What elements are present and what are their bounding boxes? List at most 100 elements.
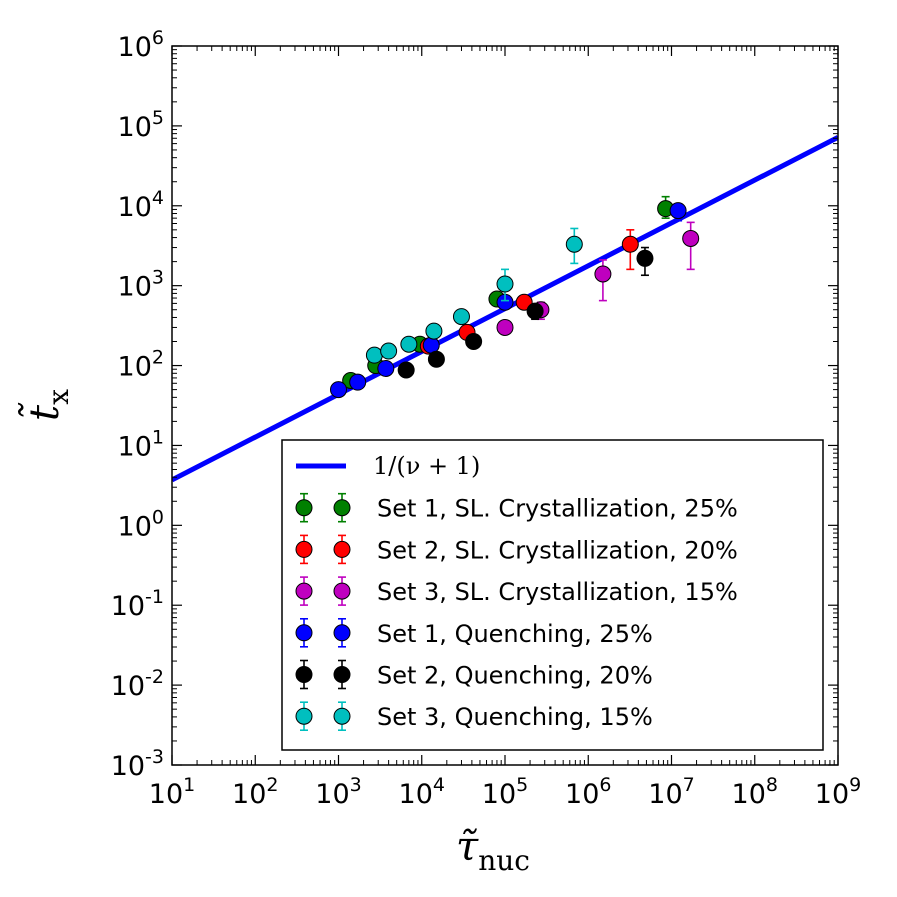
y-tick-label-exp: -3 [145,746,164,768]
x-tick-label-base: 10 [565,779,599,810]
data-point [496,318,514,336]
y-tick-label: 10-1 [111,586,164,622]
data-point [526,302,544,320]
legend-marker [333,707,351,725]
data-point [330,381,347,399]
x-tick-label: 103 [315,774,361,810]
y-axis-label: t̃x [18,389,75,421]
series-5 [397,246,654,379]
legend-marker [295,499,313,517]
x-tick-label: 106 [565,774,611,810]
y-tick-label: 100 [118,506,164,542]
x-tick-label-base: 10 [315,779,349,810]
data-point [425,322,443,340]
legend-frame [281,439,824,751]
y-tick-label: 10-2 [111,666,164,702]
y-tick-label-base: 10 [111,751,145,782]
legend-label: Set 1, Quenching, 25% [377,620,653,648]
data-point [380,342,398,360]
legend-label: Set 3, SL. Crystallization, 15% [377,578,738,606]
x-axis-label-sub: nuc [478,844,530,877]
x-tick-label: 108 [732,774,778,810]
x-tick-label-exp: 3 [350,774,362,796]
legend-marker [295,624,313,642]
y-tick-label-base: 10 [118,352,152,383]
legend-label: Set 1, SL. Crystallization, 25% [377,495,738,523]
data-point [636,249,654,267]
y-tick-label-base: 10 [118,272,152,303]
y-tick-label-base: 10 [118,431,152,462]
y-tick-label-exp: -1 [145,586,164,608]
x-tick-label: 101 [149,774,195,810]
x-tick-label-base: 10 [232,779,266,810]
data-point [565,235,583,253]
y-tick-label: 106 [118,27,164,63]
y-tick-label-exp: 5 [152,107,164,129]
legend-marker [333,582,351,600]
x-tick-label-exp: 9 [849,774,861,796]
y-tick-label-exp: 1 [152,426,164,448]
y-tick-label: 102 [118,347,164,383]
x-tick-label-base: 10 [149,779,183,810]
y-tick-label: 101 [118,426,164,462]
x-tick-label: 109 [815,774,861,810]
y-tick-label-exp: 3 [152,267,164,289]
legend-label: Set 3, Quenching, 15% [377,703,653,731]
y-tick-label-exp: 6 [152,27,164,49]
x-tick-label-exp: 6 [599,774,611,796]
x-tick-label-base: 10 [732,779,766,810]
legend-entry: 1/(ν + 1) [296,452,480,480]
ticks-layer: 101 102 103 104 105 106 107 108 10910-310-210-11… [111,27,862,810]
x-tick-label-exp: 4 [433,774,445,796]
data-point [365,346,383,364]
legend-entry: Set 1, Quenching, 25% [295,617,653,648]
y-tick-label-exp: -2 [145,666,164,688]
x-tick-label-base: 10 [399,779,433,810]
x-tick-label: 102 [232,774,278,810]
x-tick-label-exp: 8 [766,774,778,796]
legend-marker [333,499,351,517]
legend-label: 1/(ν + 1) [373,452,480,480]
data-point [496,275,514,293]
x-tick-label-exp: 1 [183,774,195,796]
legend-label: Set 2, Quenching, 20% [377,662,653,690]
y-tick-label: 10-3 [111,746,164,782]
y-axis-label-sub: x [42,389,75,405]
data-point [400,335,418,353]
y-axis-label-main: t̃ [18,402,68,420]
data-layer [172,135,838,483]
data-point [377,359,395,377]
labels-layer: τ̃nuc t̃x [18,389,530,877]
data-point [594,265,612,283]
x-tick-label-exp: 2 [266,774,278,796]
y-tick-label-base: 10 [118,32,152,63]
y-tick-label-base: 10 [111,591,145,622]
legend-entry: Set 1, SL. Crystallization, 25% [295,492,738,523]
y-tick-label-exp: 2 [152,347,164,369]
y-tick-label-base: 10 [118,192,152,223]
y-tick-label: 105 [118,107,164,143]
x-tick-label-base: 10 [815,779,849,810]
y-tick-label: 103 [118,267,164,303]
data-point [427,350,445,368]
data-point [621,235,639,253]
x-axis-label-main: τ̃ [456,824,479,870]
data-point [669,202,687,220]
legend-marker [295,582,313,600]
x-tick-label: 105 [482,774,528,810]
data-point [397,361,415,379]
x-tick-label-exp: 5 [516,774,528,796]
legend-marker [295,707,313,725]
series-6 [365,227,583,364]
y-tick-label-exp: 4 [152,187,164,209]
data-point [452,308,470,326]
legend-marker [333,666,351,683]
legend-entry: Set 3, Quenching, 15% [295,701,653,731]
x-tick-label-exp: 7 [683,774,695,796]
legend-label: Set 2, SL. Crystallization, 20% [377,536,738,564]
data-point [465,333,483,351]
x-tick-label-base: 10 [482,779,516,810]
y-tick-label-base: 10 [111,671,145,702]
y-tick-label: 104 [118,187,164,223]
legend-entry: Set 2, SL. Crystallization, 20% [295,534,738,564]
